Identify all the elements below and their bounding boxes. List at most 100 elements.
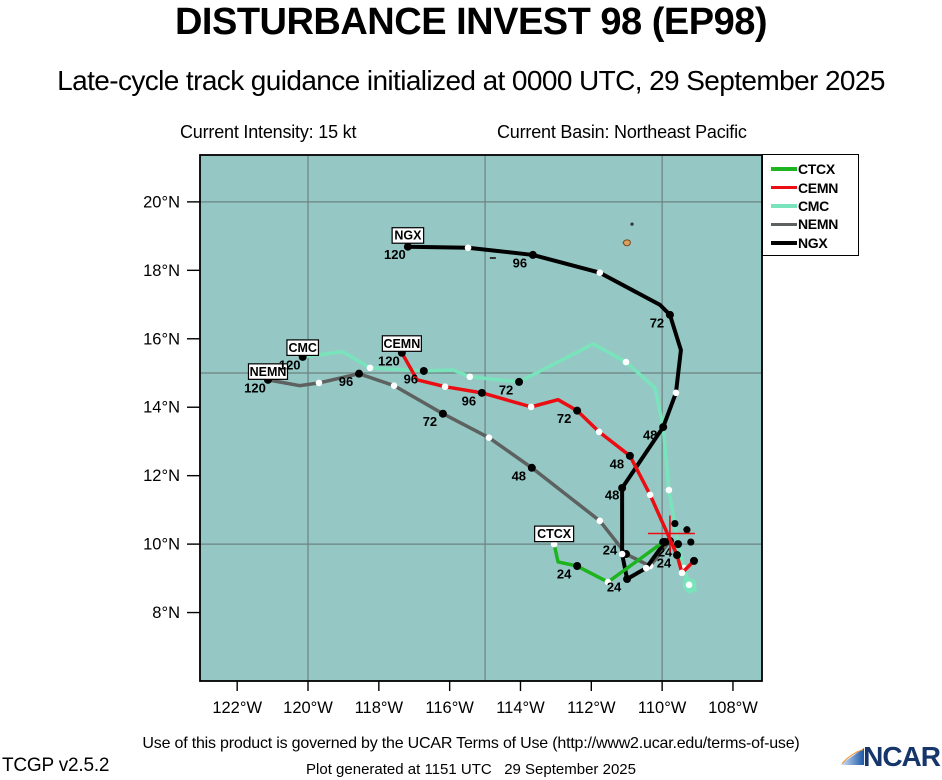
waypoint-dot-12h bbox=[390, 382, 398, 389]
island-dash bbox=[489, 257, 496, 260]
waypoint-dot bbox=[673, 551, 682, 560]
waypoint-dot bbox=[403, 242, 412, 251]
waypoint-dot bbox=[573, 562, 582, 571]
hour-label: 48 bbox=[512, 468, 526, 483]
legend-swatch bbox=[771, 185, 797, 190]
waypoint-dot-12h bbox=[646, 491, 654, 499]
model-box-label: CEMN bbox=[383, 337, 420, 351]
x-tick-label: 112°W bbox=[567, 699, 616, 717]
model-box-ctcx bbox=[534, 525, 575, 543]
legend-label: NGX bbox=[798, 234, 828, 251]
island-dot bbox=[630, 222, 634, 226]
waypoint-dot-12h bbox=[618, 550, 626, 558]
waypoint-dot bbox=[528, 250, 537, 259]
waypoint-dot-12h bbox=[550, 540, 558, 548]
hour-label: 72 bbox=[650, 315, 664, 330]
model-box-cmc bbox=[286, 339, 320, 357]
waypoint-dot-12h bbox=[464, 244, 472, 252]
island-blob bbox=[622, 239, 631, 247]
page-title: DISTURBANCE INVEST 98 (EP98) bbox=[174, 1, 768, 43]
hour-label: 48 bbox=[605, 487, 619, 502]
version-text: TCGP v2.5.2 bbox=[2, 755, 110, 776]
legend-entry-ctcx: CTCX bbox=[763, 160, 858, 178]
y-tick-label: 14°N bbox=[143, 399, 180, 417]
waypoint-dot-12h bbox=[685, 581, 693, 589]
model-box-label: NGX bbox=[394, 229, 422, 243]
analysis-dot bbox=[687, 538, 695, 546]
ncar-logo-text: NCAR bbox=[863, 741, 941, 772]
x-tick-label: 120°W bbox=[283, 699, 333, 717]
map-frame bbox=[199, 154, 763, 682]
model-box-cemn bbox=[381, 335, 422, 352]
y-tick-label: 12°N bbox=[143, 467, 180, 485]
waypoint-dot bbox=[515, 377, 524, 386]
waypoint-dot-12h bbox=[672, 389, 680, 397]
legend-swatch bbox=[771, 241, 797, 245]
hour-label: 120 bbox=[244, 380, 266, 395]
analysis-dot bbox=[671, 519, 679, 528]
waypoint-dot-12h bbox=[665, 486, 673, 494]
y-tick-label: 20°N bbox=[143, 193, 180, 211]
legend-label: CEMN bbox=[798, 179, 839, 196]
y-tick-label: 8°N bbox=[152, 604, 180, 622]
hour-label: 48 bbox=[610, 456, 624, 471]
model-box-label: NEMN bbox=[250, 365, 287, 379]
legend-label: NEMN bbox=[798, 216, 839, 233]
y-tick-label: 10°N bbox=[143, 536, 180, 554]
waypoint-dot bbox=[674, 540, 683, 549]
hour-label: 72 bbox=[499, 382, 513, 397]
waypoint-dot bbox=[477, 388, 486, 397]
map-background bbox=[200, 155, 762, 681]
waypoint-dot bbox=[623, 575, 632, 584]
waypoint-dot bbox=[355, 369, 364, 378]
hour-label: 48 bbox=[643, 428, 657, 443]
terms-text: Use of this product is governed by the U… bbox=[142, 735, 800, 752]
model-box-label: CMC bbox=[288, 341, 316, 355]
model-box-label: CTCX bbox=[537, 527, 572, 541]
generated-text: Plot generated at 1151 UTC 29 September … bbox=[306, 761, 636, 778]
hour-label: 96 bbox=[339, 374, 353, 389]
waypoint-dot-12h bbox=[485, 434, 493, 441]
x-tick-label: 110°W bbox=[638, 699, 687, 717]
hour-label: 120 bbox=[279, 357, 301, 372]
waypoint-dot bbox=[665, 310, 674, 319]
track-ngx bbox=[405, 244, 683, 582]
waypoint-dot-12h bbox=[596, 269, 604, 277]
legend-box: CTCX CEMN CMC NEMN NGX bbox=[762, 154, 859, 256]
waypoint-dot-12h bbox=[315, 379, 323, 387]
waypoint-dot-12h bbox=[595, 428, 603, 436]
x-tick-label: 118°W bbox=[355, 699, 404, 717]
waypoint-dot-12h bbox=[366, 364, 374, 372]
ncar-logo-swoosh bbox=[840, 747, 865, 766]
hour-label: 120 bbox=[384, 247, 406, 262]
analysis-dot bbox=[683, 526, 691, 534]
waypoint-dot-12h bbox=[642, 564, 650, 572]
hour-label: 72 bbox=[557, 411, 571, 426]
waypoint-dot bbox=[625, 451, 634, 460]
waypoint-dot-12h bbox=[604, 578, 612, 586]
waypoint-dot bbox=[690, 556, 699, 565]
y-tick-label: 18°N bbox=[143, 262, 180, 280]
current-intensity-label: Current Intensity: 15 kt bbox=[180, 122, 357, 142]
page-subtitle: Late-cycle track guidance initialized at… bbox=[57, 65, 885, 96]
legend-swatch bbox=[771, 167, 797, 171]
legend-label: CMC bbox=[798, 197, 829, 214]
hour-label: 24 bbox=[603, 543, 618, 558]
hour-label: 96 bbox=[513, 255, 527, 270]
hour-label: 96 bbox=[404, 371, 418, 386]
waypoint-dot bbox=[419, 366, 428, 375]
x-tick-label: 116°W bbox=[425, 699, 474, 717]
current-basin-label: Current Basin: Northeast Pacific bbox=[497, 122, 747, 142]
hour-label: 96 bbox=[462, 393, 476, 408]
x-tick-label: 114°W bbox=[496, 699, 545, 717]
waypoint-dot-12h bbox=[596, 517, 604, 525]
y-tick-label: 16°N bbox=[143, 330, 180, 348]
waypoint-dot-12h bbox=[527, 403, 535, 411]
waypoint-dot bbox=[527, 463, 536, 472]
waypoint-dot-12h bbox=[441, 383, 449, 390]
x-tick-label: 122°W bbox=[212, 699, 262, 717]
waypoint-dot bbox=[438, 409, 447, 418]
model-box-nemn bbox=[247, 363, 289, 380]
hour-label: 72 bbox=[423, 414, 437, 429]
